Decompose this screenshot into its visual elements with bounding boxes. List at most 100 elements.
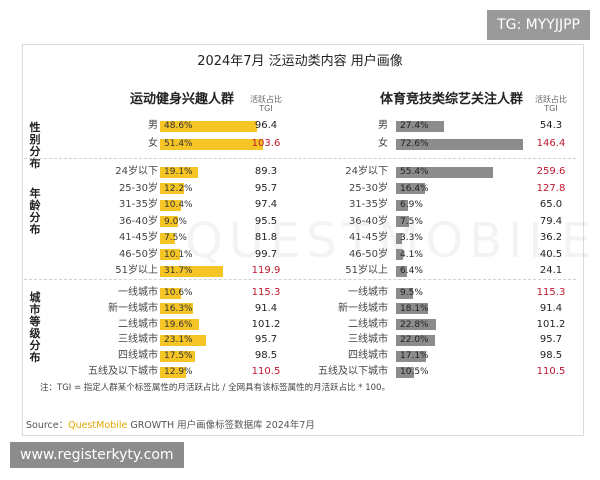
- right-bar: [396, 232, 402, 244]
- left-bar: [160, 166, 199, 178]
- left-category-label: 四线城市: [118, 350, 158, 362]
- left-category-label: 36-40岁: [118, 215, 158, 227]
- right-bar: [396, 199, 409, 211]
- left-bar: [160, 249, 181, 260]
- left-category-label: 男: [148, 120, 158, 131]
- right-bar: [396, 249, 404, 260]
- left-bar: [160, 265, 224, 277]
- right-bar-value-label: 27.4%: [400, 121, 429, 131]
- left-bar: [160, 199, 181, 211]
- right-bar: [396, 334, 435, 346]
- left-bar: [160, 319, 200, 331]
- right-bar-value-label: 72.6%: [400, 139, 429, 149]
- left-bar: [160, 183, 185, 194]
- right-category-label: 女: [378, 138, 388, 149]
- right-bar: [396, 319, 436, 331]
- left-category-label: 女: [148, 138, 158, 149]
- right-category-label: 新一线城市: [338, 302, 388, 314]
- left-bar: [160, 232, 175, 244]
- left-bar-value-label: 9.0%: [164, 216, 187, 227]
- left-tgi-value: 95.7: [254, 334, 278, 346]
- left-bar: [160, 350, 195, 362]
- left-tgi-value: 89.3: [254, 166, 278, 177]
- right-category-label: 24岁以下: [345, 166, 388, 177]
- left-bar-value-label: 10.6%: [164, 288, 193, 298]
- left-tgi-header: TGI: [259, 104, 273, 113]
- right-tgi-value: 127.8: [536, 182, 566, 194]
- left-metric-header-line1: 活跃占比: [250, 95, 282, 104]
- left-bar: [160, 287, 182, 299]
- site-url-tag: www.registerkyty.com: [10, 442, 184, 468]
- right-bar: [396, 350, 426, 362]
- left-tgi-value: 95.5: [254, 215, 278, 227]
- right-bar-value-label: 4.1%: [400, 249, 423, 260]
- left-category-label: 三线城市: [118, 334, 158, 346]
- left-bar: [160, 120, 258, 132]
- left-bar-value-label: 7.5%: [164, 233, 187, 243]
- left-bar-value-label: 17.5%: [164, 351, 193, 362]
- right-bar-value-label: 6.9%: [400, 200, 423, 210]
- right-bar-value-label: 22.0%: [400, 335, 429, 346]
- left-tgi-value: 97.4: [254, 199, 278, 210]
- group-label-age: 年龄分布: [29, 187, 41, 236]
- left-tgi-value: 91.4: [254, 302, 278, 314]
- separator-gender-age: [24, 158, 576, 159]
- right-bar: [396, 183, 425, 194]
- right-category-label: 男: [378, 120, 388, 131]
- left-category-label: 51岁以上: [115, 265, 158, 276]
- right-category-label: 36-40岁: [348, 215, 388, 227]
- right-bar-value-label: 6.4%: [400, 266, 423, 276]
- right-category-label: 三线城市: [348, 334, 388, 346]
- right-tgi-value: 91.4: [539, 302, 563, 314]
- left-bar-value-label: 48.6%: [164, 121, 193, 131]
- left-category-label: 24岁以下: [115, 166, 158, 177]
- right-tgi-value: 110.5: [536, 366, 566, 377]
- left-bar: [160, 366, 186, 378]
- chart-title: 2024年7月 泛运动类内容 用户画像: [197, 54, 403, 69]
- right-bar: [396, 120, 444, 132]
- right-bar-value-label: 16.4%: [400, 183, 429, 194]
- right-category-label: 四线城市: [348, 350, 388, 362]
- right-category-label: 46-50岁: [348, 248, 388, 260]
- right-tgi-value: 146.4: [536, 138, 566, 149]
- left-bar-value-label: 51.4%: [164, 139, 193, 149]
- left-tgi-value: 96.4: [254, 120, 278, 131]
- left-tgi-value: 115.3: [251, 287, 281, 298]
- right-tgi-value: 101.2: [536, 318, 566, 330]
- right-category-label: 二线城市: [348, 318, 388, 330]
- right-bar: [396, 303, 428, 315]
- left-tgi-value: 119.9: [251, 265, 281, 276]
- right-bar-value-label: 7.5%: [400, 216, 423, 227]
- right-category-label: 一线城市: [348, 287, 388, 298]
- left-bar-value-label: 12.2%: [164, 183, 193, 194]
- source-prefix: Source：: [26, 420, 69, 431]
- right-tgi-value: 95.7: [539, 334, 563, 346]
- right-metric-header: 活跃占比 TGI: [531, 95, 571, 113]
- chart-frame: [22, 44, 584, 436]
- left-tgi-value: 81.8: [254, 232, 278, 243]
- right-bar: [396, 287, 413, 299]
- left-bar-value-label: 16.3%: [164, 303, 193, 314]
- right-bar-value-label: 22.8%: [400, 319, 429, 330]
- right-tgi-value: 79.4: [539, 215, 563, 227]
- right-bar: [396, 366, 415, 378]
- right-bar-value-label: 17.1%: [400, 351, 429, 362]
- left-bar-value-label: 19.6%: [164, 319, 193, 330]
- right-tgi-value: 259.6: [536, 166, 566, 177]
- right-bar-value-label: 10.5%: [400, 367, 429, 377]
- left-tgi-value: 99.7: [254, 248, 278, 260]
- left-bar-value-label: 31.7%: [164, 266, 193, 276]
- right-panel-title: 体育竞技类综艺关注人群: [380, 92, 524, 107]
- right-category-label: 41-45岁: [348, 232, 388, 243]
- right-tgi-value: 36.2: [539, 232, 563, 243]
- right-category-label: 25-30岁: [348, 182, 388, 194]
- right-bar: [396, 166, 493, 178]
- right-tgi-value: 54.3: [539, 120, 563, 131]
- source-line: Source：QuestMobile GROWTH 用户画像标签数据库 2024…: [26, 417, 315, 431]
- left-bar-value-label: 23.1%: [164, 335, 193, 346]
- left-bar-value-label: 10.1%: [164, 249, 193, 260]
- right-bar-value-label: 55.4%: [400, 167, 429, 177]
- left-category-label: 25-30岁: [118, 182, 158, 194]
- left-bar: [160, 334, 207, 346]
